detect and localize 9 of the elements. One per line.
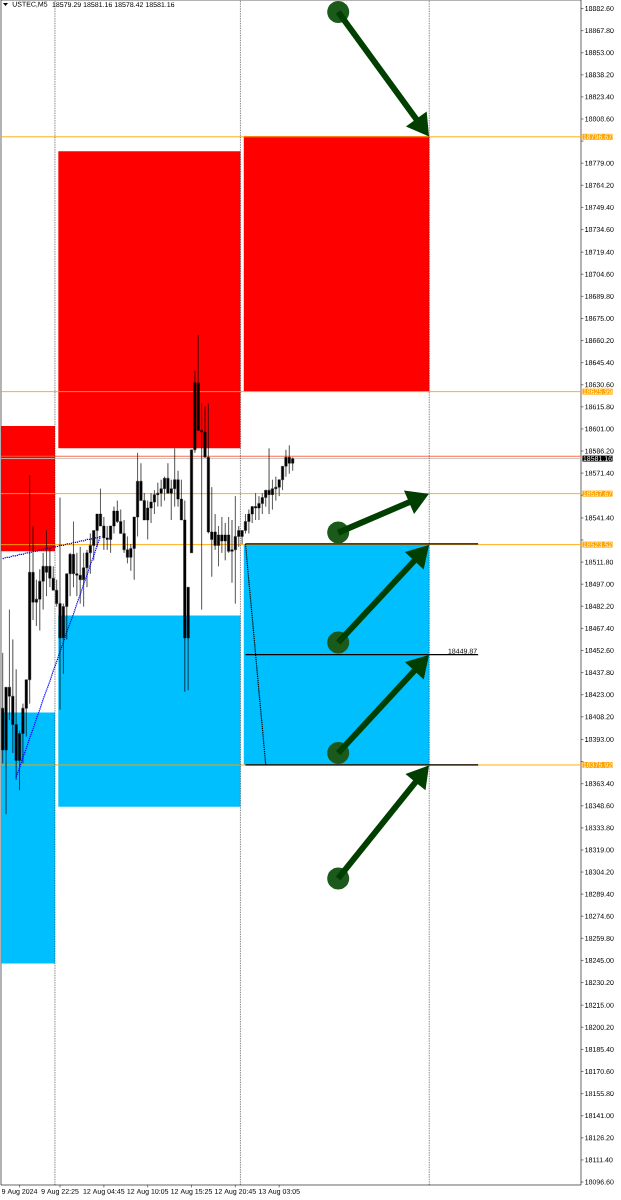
candlestick — [78, 546, 82, 604]
candlestick — [254, 492, 257, 521]
candlestick — [247, 509, 251, 534]
candlestick — [58, 497, 62, 710]
candlestick — [159, 479, 163, 507]
candlestick — [257, 495, 261, 521]
candlestick — [287, 445, 291, 474]
candlestick — [267, 448, 271, 515]
candlestick — [233, 495, 237, 604]
